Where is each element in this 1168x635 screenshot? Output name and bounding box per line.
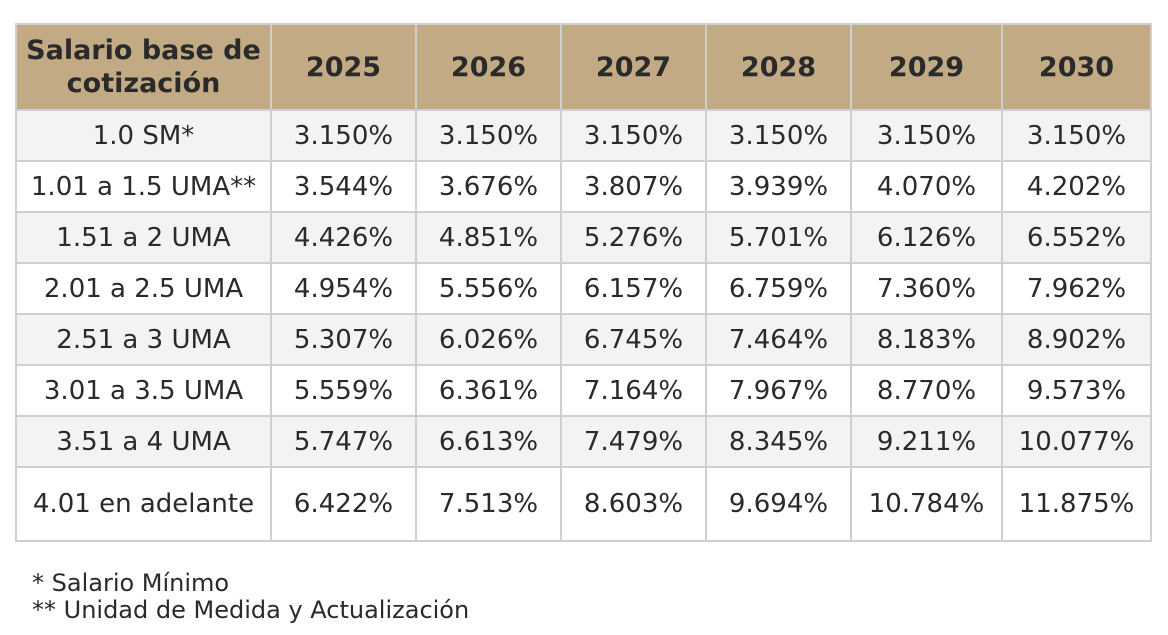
contribution-rate-table: Salario base de cotización 2025 2026 202…: [15, 23, 1152, 542]
table-cell: 10.077%: [1001, 415, 1152, 468]
table-cell: 7.967%: [705, 364, 852, 417]
table-row: 1.0 SM* 3.150% 3.150% 3.150% 3.150% 3.15…: [15, 109, 1152, 162]
table-cell: 6.552%: [1001, 211, 1152, 264]
table-row: 1.01 a 1.5 UMA** 3.544% 3.676% 3.807% 3.…: [15, 160, 1152, 213]
table-cell: 6.026%: [415, 313, 562, 366]
table-row: 2.51 a 3 UMA 5.307% 6.026% 6.745% 7.464%…: [15, 313, 1152, 366]
header-salario-base: Salario base de cotización: [15, 23, 272, 111]
table-cell: 4.070%: [850, 160, 1003, 213]
table-header-row: Salario base de cotización 2025 2026 202…: [15, 23, 1152, 111]
table-cell: 7.479%: [560, 415, 707, 468]
table-cell: 6.126%: [850, 211, 1003, 264]
table-row: 1.51 a 2 UMA 4.426% 4.851% 5.276% 5.701%…: [15, 211, 1152, 264]
table-cell: 9.211%: [850, 415, 1003, 468]
row-label: 1.0 SM*: [15, 109, 272, 162]
table-cell: 5.701%: [705, 211, 852, 264]
table-cell: 6.157%: [560, 262, 707, 315]
table-cell: 3.939%: [705, 160, 852, 213]
row-label: 1.01 a 1.5 UMA**: [15, 160, 272, 213]
table-cell: 8.770%: [850, 364, 1003, 417]
table-cell: 7.164%: [560, 364, 707, 417]
table-cell: 3.676%: [415, 160, 562, 213]
table-cell: 5.559%: [270, 364, 417, 417]
row-label: 3.51 a 4 UMA: [15, 415, 272, 468]
table-cell: 8.902%: [1001, 313, 1152, 366]
table-cell: 3.807%: [560, 160, 707, 213]
table-cell: 3.150%: [705, 109, 852, 162]
table-cell: 7.513%: [415, 466, 562, 542]
table-cell: 4.851%: [415, 211, 562, 264]
row-label: 2.01 a 2.5 UMA: [15, 262, 272, 315]
table-cell: 3.150%: [850, 109, 1003, 162]
table-cell: 11.875%: [1001, 466, 1152, 542]
table-cell: 3.150%: [1001, 109, 1152, 162]
table-cell: 6.759%: [705, 262, 852, 315]
table-cell: 9.694%: [705, 466, 852, 542]
table-row: 4.01 en adelante 6.422% 7.513% 8.603% 9.…: [15, 466, 1152, 542]
header-year-2026: 2026: [415, 23, 562, 111]
table-cell: 5.747%: [270, 415, 417, 468]
table-row: 3.01 a 3.5 UMA 5.559% 6.361% 7.164% 7.96…: [15, 364, 1152, 417]
table-cell: 7.464%: [705, 313, 852, 366]
footnotes: * Salario Mínimo ** Unidad de Medida y A…: [32, 570, 469, 624]
row-label: 4.01 en adelante: [15, 466, 272, 542]
table-cell: 8.603%: [560, 466, 707, 542]
table-cell: 5.307%: [270, 313, 417, 366]
header-year-2030: 2030: [1001, 23, 1152, 111]
table-row: 3.51 a 4 UMA 5.747% 6.613% 7.479% 8.345%…: [15, 415, 1152, 468]
table-cell: 3.150%: [270, 109, 417, 162]
table-cell: 6.422%: [270, 466, 417, 542]
table-cell: 4.954%: [270, 262, 417, 315]
table-cell: 3.544%: [270, 160, 417, 213]
table-cell: 5.556%: [415, 262, 562, 315]
table-cell: 6.613%: [415, 415, 562, 468]
table-cell: 8.183%: [850, 313, 1003, 366]
table-row: 2.01 a 2.5 UMA 4.954% 5.556% 6.157% 6.75…: [15, 262, 1152, 315]
table-cell: 9.573%: [1001, 364, 1152, 417]
table-cell: 3.150%: [415, 109, 562, 162]
row-label: 2.51 a 3 UMA: [15, 313, 272, 366]
header-year-2029: 2029: [850, 23, 1003, 111]
contribution-table-wrapper: Salario base de cotización 2025 2026 202…: [15, 23, 1152, 542]
table-cell: 7.360%: [850, 262, 1003, 315]
header-year-2028: 2028: [705, 23, 852, 111]
table-cell: 7.962%: [1001, 262, 1152, 315]
table-cell: 6.361%: [415, 364, 562, 417]
table-cell: 6.745%: [560, 313, 707, 366]
table-cell: 10.784%: [850, 466, 1003, 542]
table-cell: 8.345%: [705, 415, 852, 468]
table-cell: 3.150%: [560, 109, 707, 162]
footnote-salario-minimo: * Salario Mínimo: [32, 569, 230, 597]
header-year-2025: 2025: [270, 23, 417, 111]
row-label: 3.01 a 3.5 UMA: [15, 364, 272, 417]
table-cell: 4.202%: [1001, 160, 1152, 213]
table-cell: 5.276%: [560, 211, 707, 264]
footnote-uma: ** Unidad de Medida y Actualización: [32, 596, 470, 624]
row-label: 1.51 a 2 UMA: [15, 211, 272, 264]
table-cell: 4.426%: [270, 211, 417, 264]
header-year-2027: 2027: [560, 23, 707, 111]
